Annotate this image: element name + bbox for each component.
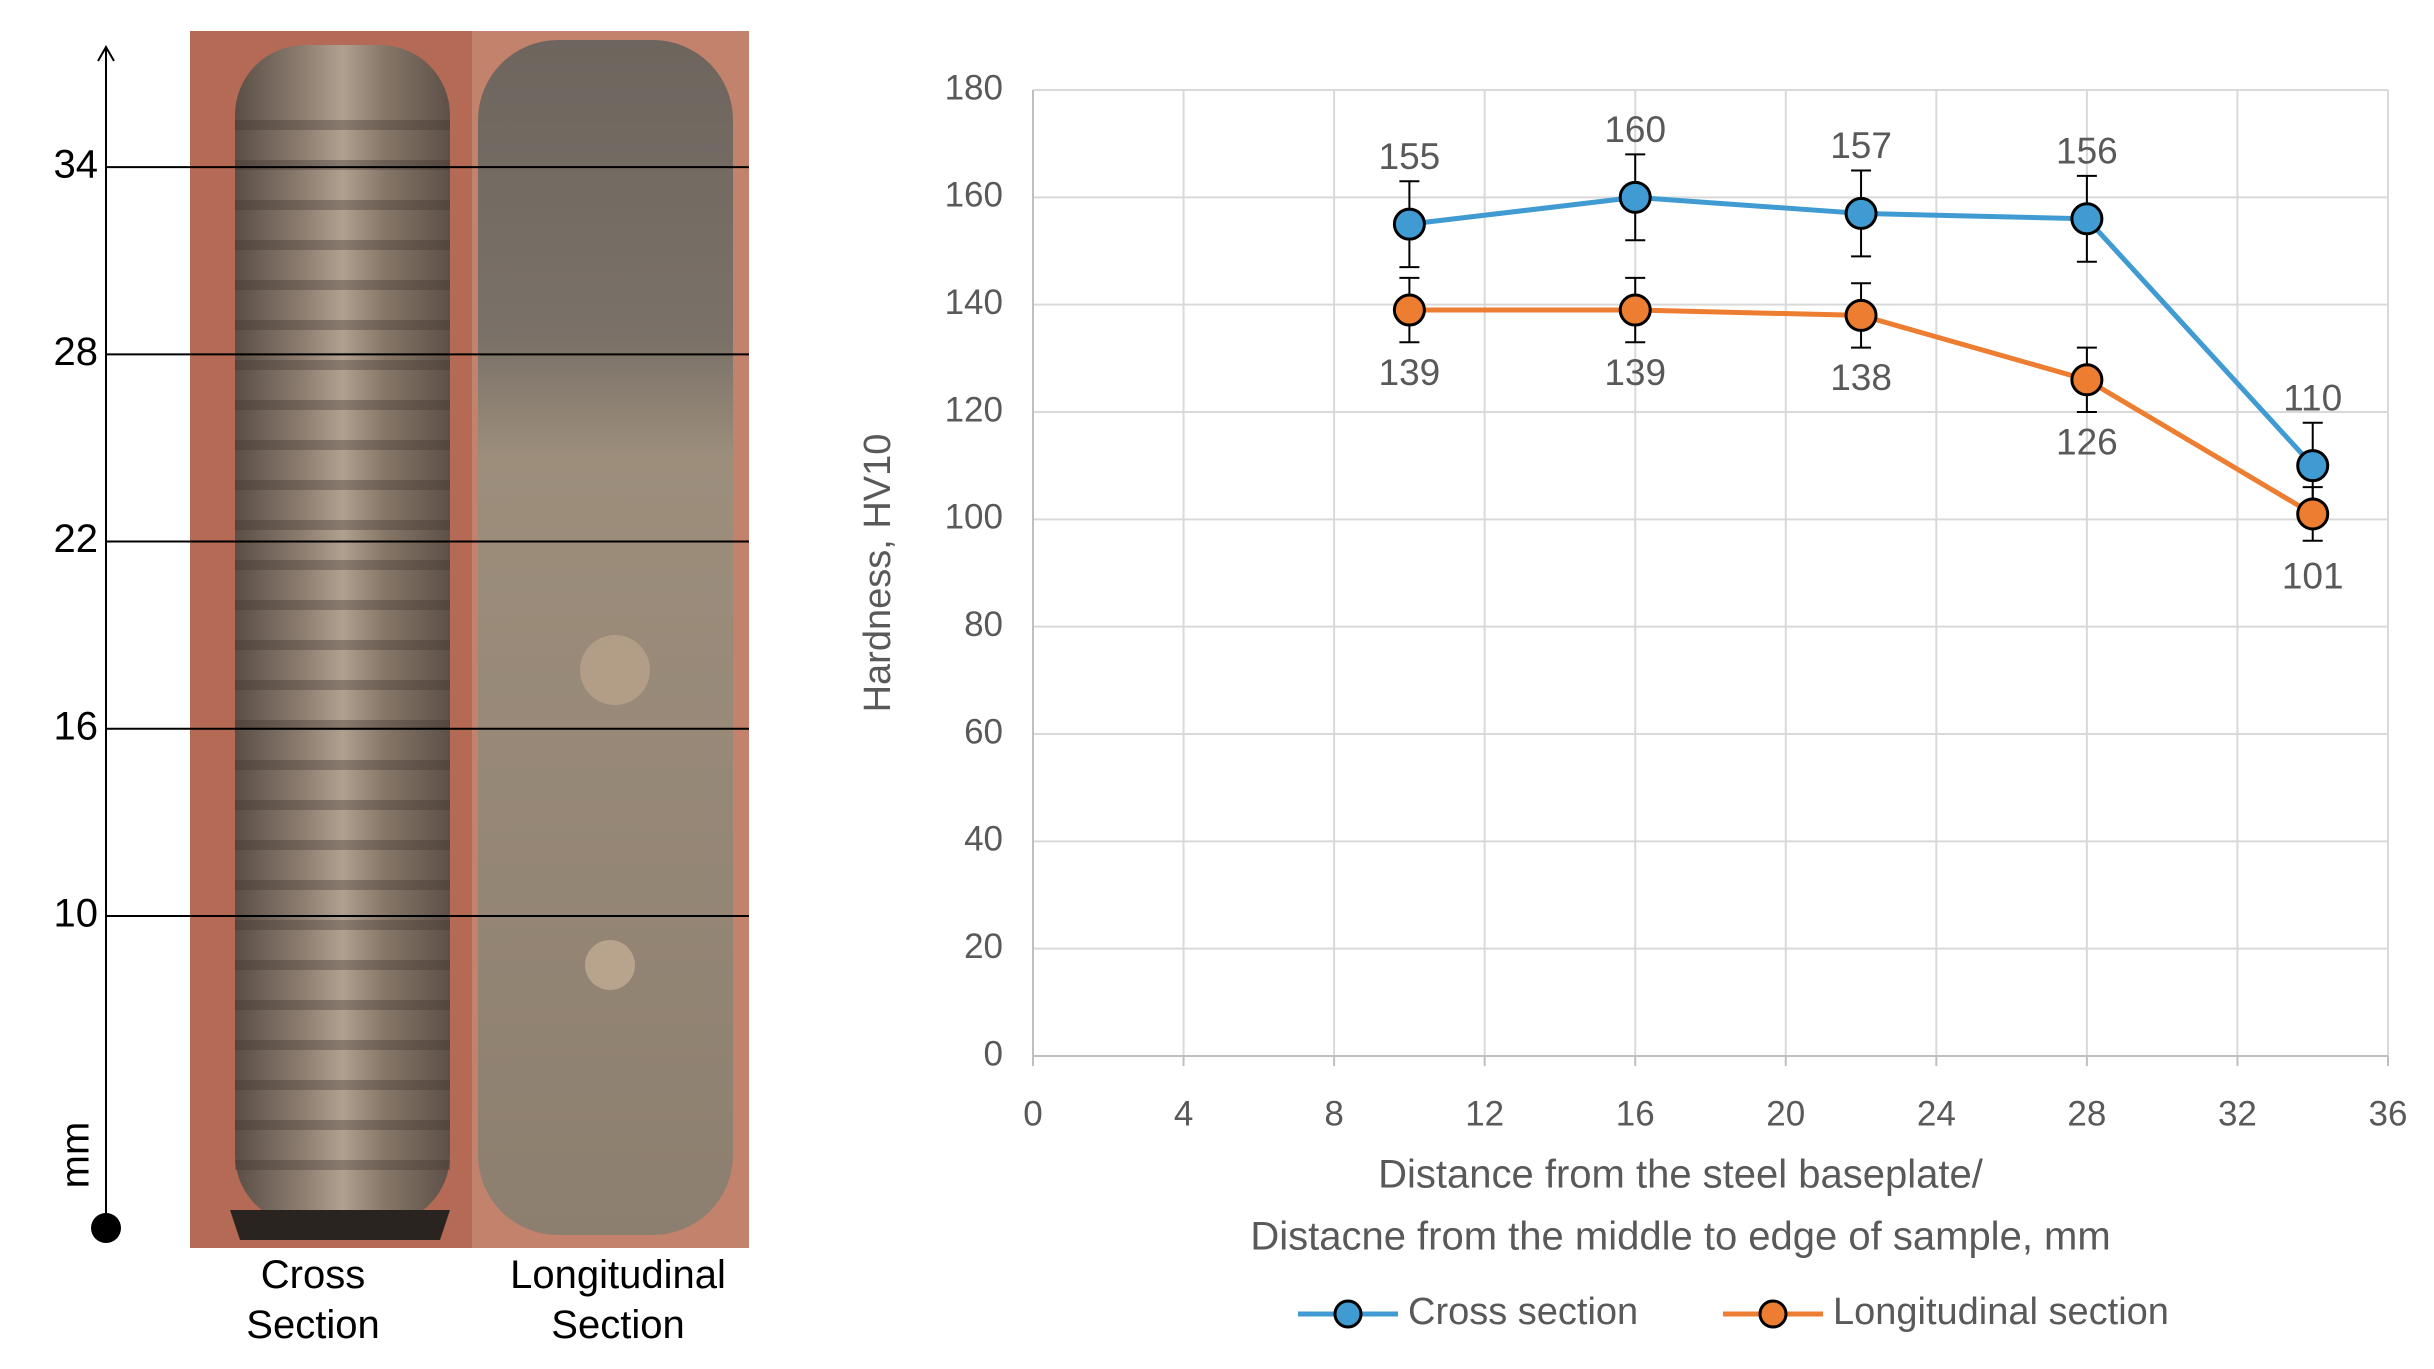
data-label: 160	[1604, 109, 1666, 150]
y-tick-label: 0	[984, 1034, 1003, 1073]
data-label: 101	[2282, 556, 2344, 597]
data-label: 156	[2056, 131, 2118, 172]
x-tick-label: 36	[2369, 1094, 2408, 1133]
legend-label: Cross section	[1408, 1291, 1638, 1333]
y-tick-label: 120	[945, 390, 1003, 429]
data-point	[2296, 497, 2330, 531]
scale-tick-label: 16	[54, 704, 99, 748]
data-label: 139	[1604, 352, 1666, 393]
x-tick-label: 4	[1174, 1094, 1193, 1133]
scale-tick-label: 34	[54, 143, 99, 187]
scale-tick-label: 10	[54, 892, 99, 936]
data-point	[1392, 293, 1426, 327]
legend-label: Longitudinal section	[1833, 1291, 2169, 1333]
data-point	[2296, 449, 2330, 483]
legend-marker	[1333, 1299, 1363, 1329]
x-axis-title: Distance from the steel baseplate/	[1378, 1153, 1984, 1197]
data-point	[1844, 298, 1878, 332]
y-axis-title: Hardness, HV10	[857, 434, 899, 713]
y-tick-label: 80	[964, 605, 1003, 644]
y-tick-label: 140	[945, 283, 1003, 322]
x-tick-label: 24	[1917, 1094, 1956, 1133]
y-tick-label: 40	[964, 820, 1003, 859]
x-tick-label: 8	[1324, 1094, 1343, 1133]
y-tick-label: 160	[945, 176, 1003, 215]
scale-tick-label: 28	[54, 330, 99, 374]
data-point	[1618, 180, 1652, 214]
data-point	[1844, 196, 1878, 230]
y-tick-label: 60	[964, 712, 1003, 751]
y-tick-label: 100	[945, 498, 1003, 537]
scale-unit: mm	[54, 1122, 98, 1189]
data-point	[2070, 202, 2104, 236]
scale-tick-label: 22	[54, 517, 99, 561]
data-label: 155	[1379, 136, 1441, 177]
panel-label: Longitudinal Section	[510, 1253, 726, 1347]
data-point	[1392, 207, 1426, 241]
x-axis-title: Distacne from the middle to edge of samp…	[1250, 1215, 2110, 1259]
x-tick-label: 28	[2067, 1094, 2106, 1133]
x-tick-label: 0	[1023, 1094, 1042, 1133]
scale-arrow	[97, 44, 115, 62]
data-label: 138	[1830, 357, 1892, 398]
x-tick-label: 32	[2218, 1094, 2257, 1133]
y-tick-label: 20	[964, 927, 1003, 966]
data-point	[2070, 363, 2104, 397]
data-label: 110	[2283, 377, 2342, 418]
data-point	[1618, 293, 1652, 327]
x-tick-label: 12	[1465, 1094, 1504, 1133]
x-tick-label: 20	[1766, 1094, 1805, 1133]
data-label: 139	[1379, 352, 1441, 393]
y-tick-label: 180	[945, 68, 1003, 107]
legend-marker	[1758, 1299, 1788, 1329]
specimen-photo	[190, 31, 749, 1248]
scale-origin	[91, 1213, 121, 1243]
panel-label: Cross Section	[246, 1253, 380, 1347]
x-tick-label: 16	[1616, 1094, 1655, 1133]
data-label: 126	[2056, 422, 2118, 463]
data-label: 157	[1830, 125, 1892, 166]
